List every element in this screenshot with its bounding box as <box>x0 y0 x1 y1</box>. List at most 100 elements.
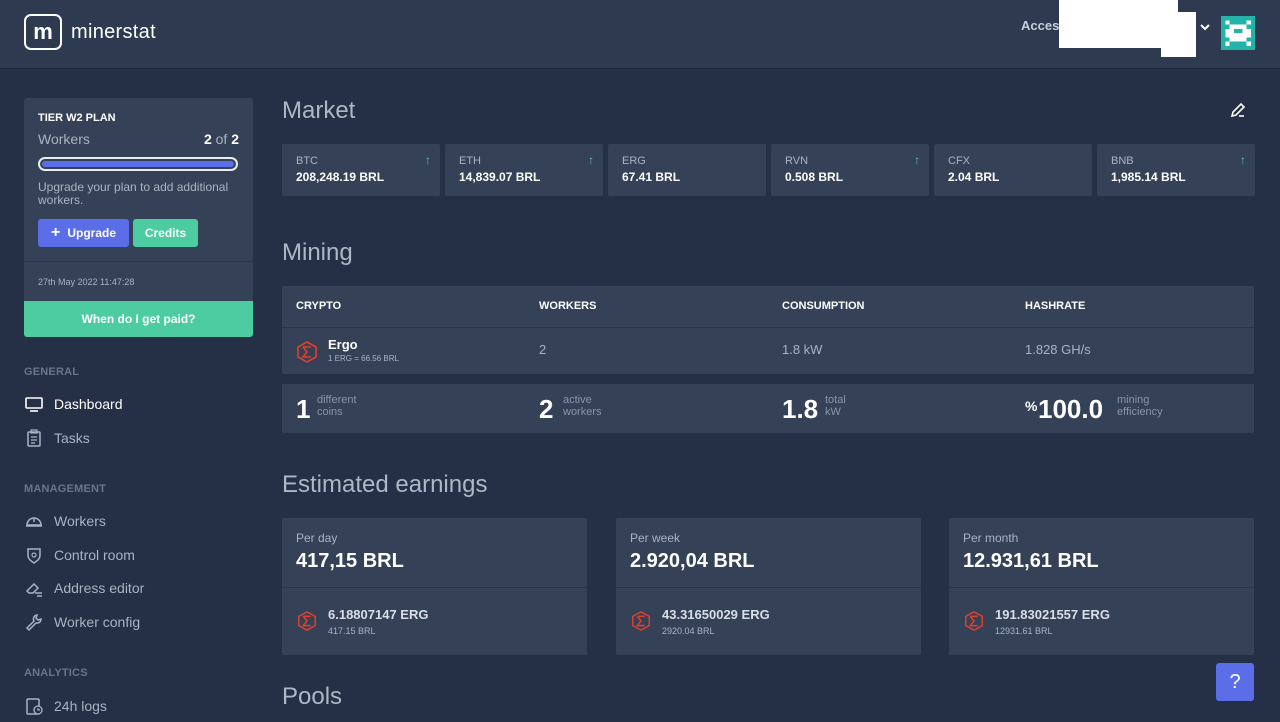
market-coin-card[interactable]: CFX 2.04 BRL <box>934 144 1092 196</box>
coin-symbol: CFX <box>948 155 970 167</box>
market-coin-card[interactable]: ETH 14,839.07 BRL ↑ <box>445 144 603 196</box>
help-button[interactable]: ? <box>1216 663 1254 701</box>
arrow-up-icon: ↑ <box>914 153 920 167</box>
chevron-down-icon[interactable] <box>1199 20 1211 36</box>
column-header: CRYPTO <box>296 300 342 312</box>
consumption-cell: 1.8 kW <box>782 342 823 357</box>
coin-symbol: BNB <box>1111 155 1134 167</box>
hashrate-cell: 1.828 GH/s <box>1025 342 1091 357</box>
earnings-erg: 191.83021557 ERG <box>995 607 1110 622</box>
market-coin-card[interactable]: ERG 67.41 BRL <box>608 144 766 196</box>
mining-table: CRYPTO WORKERS CONSUMPTION HASHRATE Ergo… <box>282 286 1254 374</box>
ergo-icon <box>632 610 650 632</box>
sidebar-item-control-room[interactable]: Control room <box>24 545 135 565</box>
edit-icon[interactable] <box>1229 101 1247 119</box>
coin-symbol: RVN <box>785 155 809 167</box>
stat-value: 1 <box>296 394 311 424</box>
divider <box>282 587 587 588</box>
coin-price: 0.508 BRL <box>785 170 844 184</box>
top-bar: m minerstat Acces <box>0 0 1280 68</box>
earnings-value: 417,15 BRL <box>296 550 404 572</box>
eraser-icon <box>25 582 42 597</box>
avatar[interactable] <box>1221 16 1255 50</box>
credits-button[interactable]: Credits <box>133 219 198 247</box>
plan-workers-count: 2 of 2 <box>203 131 239 147</box>
arrow-up-icon: ↑ <box>1240 153 1246 167</box>
stat-label: total kW <box>825 394 846 418</box>
logo-mark: m <box>24 14 62 50</box>
wrench-icon <box>25 614 42 632</box>
earnings-value: 2.920,04 BRL <box>630 550 755 572</box>
market-title: Market <box>282 97 356 124</box>
coin-name[interactable]: Ergo <box>328 337 358 352</box>
column-header: CONSUMPTION <box>782 300 865 312</box>
plan-card: TIER W2 PLAN Workers 2 of 2 Upgrade your… <box>24 98 253 337</box>
ergo-icon <box>297 341 317 363</box>
market-coin-card[interactable]: BNB 1,985.14 BRL ↑ <box>1097 144 1255 196</box>
plan-usage-fill <box>42 161 234 167</box>
log-clock-icon <box>26 698 43 715</box>
coin-price: 208,248.19 BRL <box>296 170 385 184</box>
stat-label: different coins <box>317 394 357 418</box>
plus-icon: + <box>50 224 61 241</box>
workers-cell: 2 <box>539 342 547 357</box>
earnings-card-day: Per day 417,15 BRL 6.18807147 ERG 417.15… <box>282 518 587 655</box>
market-coin-card[interactable]: BTC 208,248.19 BRL ↑ <box>282 144 440 196</box>
sidebar-item-worker-config[interactable]: Worker config <box>24 612 140 632</box>
divider <box>282 327 1254 328</box>
market-coin-card[interactable]: RVN 0.508 BRL ↑ <box>771 144 929 196</box>
stat-label: mining efficiency <box>1117 394 1163 418</box>
column-header: HASHRATE <box>1025 300 1086 312</box>
divider <box>949 587 1254 588</box>
divider <box>24 261 253 262</box>
pools-title: Pools <box>282 683 343 710</box>
redacted-block <box>1059 0 1178 48</box>
monitor-icon <box>25 397 43 412</box>
earnings-label: Per day <box>296 531 338 545</box>
sidebar-item-address-editor[interactable]: Address editor <box>24 578 144 598</box>
earnings-erg: 43.31650029 ERG <box>662 607 770 622</box>
earnings-erg: 6.18807147 ERG <box>328 607 429 622</box>
upgrade-button[interactable]: + Upgrade <box>38 219 129 247</box>
arrow-up-icon: ↑ <box>588 153 594 167</box>
plan-title: TIER W2 PLAN <box>38 112 116 124</box>
column-header: WORKERS <box>539 300 597 312</box>
coin-symbol: BTC <box>296 155 318 167</box>
earnings-label: Per month <box>963 531 1019 545</box>
redacted-block <box>1161 12 1196 57</box>
shield-icon <box>27 548 41 564</box>
sidebar-item-workers[interactable]: Workers <box>24 511 106 531</box>
mining-stats: 1 different coins 2 active workers 1.8 tot… <box>282 384 1254 433</box>
logo[interactable]: m minerstat <box>24 14 156 50</box>
mining-title: Mining <box>282 239 353 266</box>
earnings-brl: 12931.61 BRL <box>995 626 1053 636</box>
access-label[interactable]: Acces <box>1021 18 1060 33</box>
sidebar-item-24h-logs[interactable]: 24h logs <box>24 696 107 716</box>
stat-value: 1.8 <box>782 394 819 424</box>
coin-price: 2.04 BRL <box>948 170 1000 184</box>
nav-section-general: GENERAL <box>24 366 80 378</box>
sidebar-item-tasks[interactable]: Tasks <box>24 428 90 448</box>
plan-workers-label: Workers <box>38 131 90 147</box>
percent-sign: % <box>1025 398 1038 414</box>
earnings-brl: 2920.04 BRL <box>662 626 715 636</box>
earnings-card-month: Per month 12.931,61 BRL 191.83021557 ERG… <box>949 518 1254 655</box>
coin-price: 1,985.14 BRL <box>1111 170 1186 184</box>
earnings-label: Per week <box>630 531 681 545</box>
coin-symbol: ETH <box>459 155 481 167</box>
divider <box>616 587 921 588</box>
stat-label: active workers <box>563 394 602 418</box>
coin-rate: 1 ERG = 66.56 BRL <box>328 354 399 363</box>
coin-price: 14,839.07 BRL <box>459 170 541 184</box>
plan-date: 27th May 2022 11:47:28 <box>38 277 135 287</box>
sidebar-item-dashboard[interactable]: Dashboard <box>24 394 123 414</box>
hardhat-icon <box>26 517 42 527</box>
when-paid-button[interactable]: When do I get paid? <box>24 301 253 337</box>
coin-price: 67.41 BRL <box>622 170 681 184</box>
plan-note: Upgrade your plan to add additional work… <box>38 180 229 207</box>
stat-value: 2 <box>539 394 554 424</box>
plan-usage-bar <box>38 157 238 171</box>
coin-symbol: ERG <box>622 155 646 167</box>
earnings-brl: 417.15 BRL <box>328 626 376 636</box>
earnings-title: Estimated earnings <box>282 471 488 498</box>
